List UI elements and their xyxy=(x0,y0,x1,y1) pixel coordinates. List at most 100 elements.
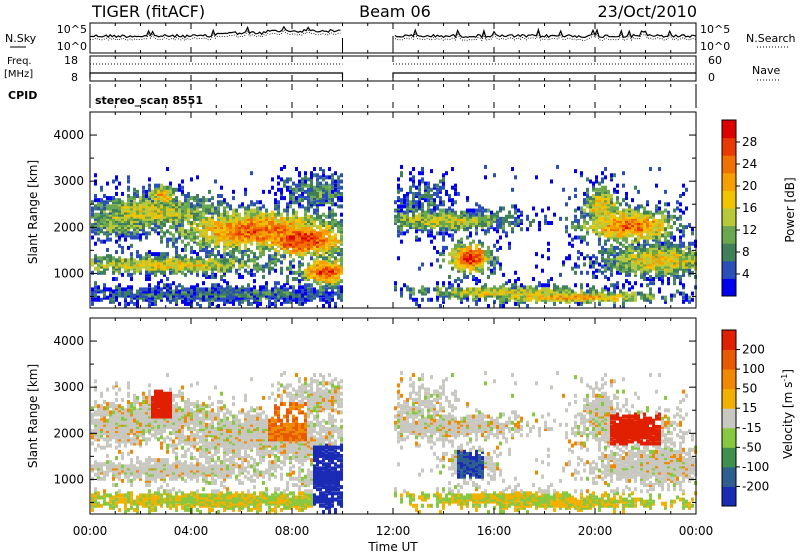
power-cell xyxy=(286,274,289,279)
power-cell xyxy=(592,210,595,215)
power-cell xyxy=(211,225,214,230)
power-cell xyxy=(334,260,337,265)
power-cell xyxy=(148,191,151,196)
power-cell xyxy=(427,210,430,215)
power-cell xyxy=(232,231,235,236)
power-cell xyxy=(505,291,508,296)
power-cell xyxy=(178,216,181,221)
power-cell xyxy=(691,291,694,296)
power-cell xyxy=(622,258,625,263)
power-cell xyxy=(229,250,232,255)
power-cell xyxy=(127,202,130,207)
power-cell xyxy=(193,235,196,240)
power-cell xyxy=(187,200,190,205)
nave-label: Nave xyxy=(752,64,780,77)
power-cell xyxy=(157,206,160,211)
power-cell xyxy=(442,212,445,217)
power-cell xyxy=(316,212,319,217)
power-cell xyxy=(613,297,616,302)
power-cell xyxy=(256,216,259,221)
power-cell xyxy=(292,225,295,230)
power-cell xyxy=(169,291,172,296)
power-cell xyxy=(421,297,424,302)
power-cell xyxy=(334,250,337,255)
power-cell xyxy=(139,256,142,261)
power-cell xyxy=(304,295,307,300)
power-cell xyxy=(517,218,520,223)
power-cell xyxy=(565,295,568,300)
power-cell xyxy=(544,287,547,292)
power-cell xyxy=(259,239,262,244)
power-cell xyxy=(103,266,106,271)
power-cell xyxy=(568,233,571,238)
power-cell xyxy=(538,297,541,302)
power-cell xyxy=(154,183,157,188)
power-cell xyxy=(328,295,331,300)
power-cell xyxy=(649,243,652,248)
power-cell xyxy=(121,264,124,269)
power-cell xyxy=(157,194,160,199)
power-cell xyxy=(523,295,526,300)
power-cell xyxy=(106,260,109,265)
power-cell xyxy=(604,196,607,201)
power-cell xyxy=(265,212,268,217)
power-cell xyxy=(568,291,571,296)
power-cell xyxy=(247,220,250,225)
power-cell xyxy=(463,254,466,259)
power-cell xyxy=(226,252,229,257)
power-cell xyxy=(631,256,634,261)
power-cell xyxy=(304,229,307,234)
power-cell xyxy=(148,198,151,203)
power-cell xyxy=(103,216,106,221)
power-cell xyxy=(451,210,454,215)
power-cell xyxy=(418,196,421,201)
nsearch-line xyxy=(89,29,697,42)
power-cell xyxy=(637,237,640,242)
power-cell xyxy=(616,225,619,230)
power-cell xyxy=(334,301,337,306)
power-cell xyxy=(112,198,115,203)
power-cell xyxy=(451,227,454,232)
power-cell xyxy=(307,208,310,213)
power-cell xyxy=(124,304,127,308)
power-cell xyxy=(232,254,235,259)
power-cell xyxy=(316,274,319,279)
power-cell xyxy=(94,227,97,232)
power-cell xyxy=(229,287,232,292)
power-cell xyxy=(109,293,112,298)
power-cell xyxy=(574,293,577,298)
power-cell xyxy=(499,216,502,221)
power-cell xyxy=(184,212,187,217)
power-cell xyxy=(160,256,163,261)
power-cell xyxy=(331,293,334,298)
power-cell xyxy=(115,223,118,228)
power-cell xyxy=(328,198,331,203)
power-cell xyxy=(595,223,598,228)
power-cell xyxy=(619,247,622,252)
power-cell xyxy=(622,198,625,203)
power-cell xyxy=(295,214,298,219)
power-cell xyxy=(301,270,304,275)
power-cell xyxy=(598,208,601,213)
power-cell xyxy=(562,295,565,300)
power-cell xyxy=(691,258,694,263)
power-cell xyxy=(277,293,280,298)
power-cell xyxy=(289,262,292,267)
power-cell xyxy=(400,225,403,230)
power-cell xyxy=(304,239,307,244)
power-cell xyxy=(316,264,319,269)
power-cell xyxy=(454,191,457,196)
power-cell xyxy=(298,223,301,228)
power-cell xyxy=(250,250,253,255)
power-cell xyxy=(487,266,490,271)
power-cell xyxy=(208,223,211,228)
power-cell xyxy=(649,287,652,292)
power-cell xyxy=(241,239,244,244)
power-cell xyxy=(472,256,475,261)
power-cell xyxy=(226,214,229,219)
power-cell xyxy=(517,285,520,290)
power-cell xyxy=(313,252,316,257)
power-cell xyxy=(172,260,175,265)
power-cell xyxy=(166,277,169,282)
power-cell xyxy=(274,260,277,265)
